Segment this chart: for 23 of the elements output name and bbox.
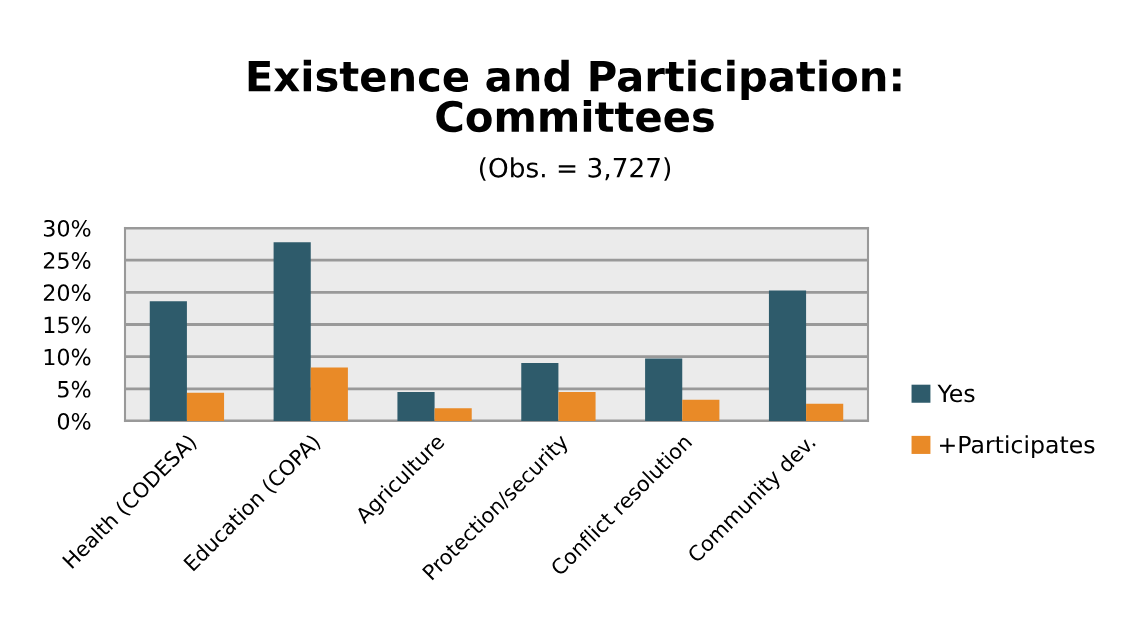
legend-label: +Participates <box>940 435 1095 459</box>
bar <box>149 301 187 421</box>
chart-subtitle: (Obs. = 3,727) <box>479 157 671 181</box>
y-tick-label: 15% <box>44 316 91 334</box>
legend-label: Yes <box>937 384 975 403</box>
bar <box>558 392 596 421</box>
bar <box>645 358 683 421</box>
bar <box>521 363 559 421</box>
y-tick-label: 0% <box>57 412 91 430</box>
bar <box>273 242 311 421</box>
y-tick-label: 25% <box>43 252 91 269</box>
bar <box>310 367 348 421</box>
bar <box>682 399 720 421</box>
bar <box>434 408 472 421</box>
bar <box>397 392 435 421</box>
chart-title: Existence and Participation: Committees <box>248 59 901 133</box>
bar <box>806 403 844 421</box>
y-tick-label: 10% <box>44 348 91 366</box>
y-tick-label: 30% <box>43 219 91 237</box>
bar <box>768 290 807 421</box>
y-tick-label: 5% <box>58 380 91 398</box>
y-tick-label: 20% <box>43 284 91 302</box>
bar <box>186 392 225 421</box>
